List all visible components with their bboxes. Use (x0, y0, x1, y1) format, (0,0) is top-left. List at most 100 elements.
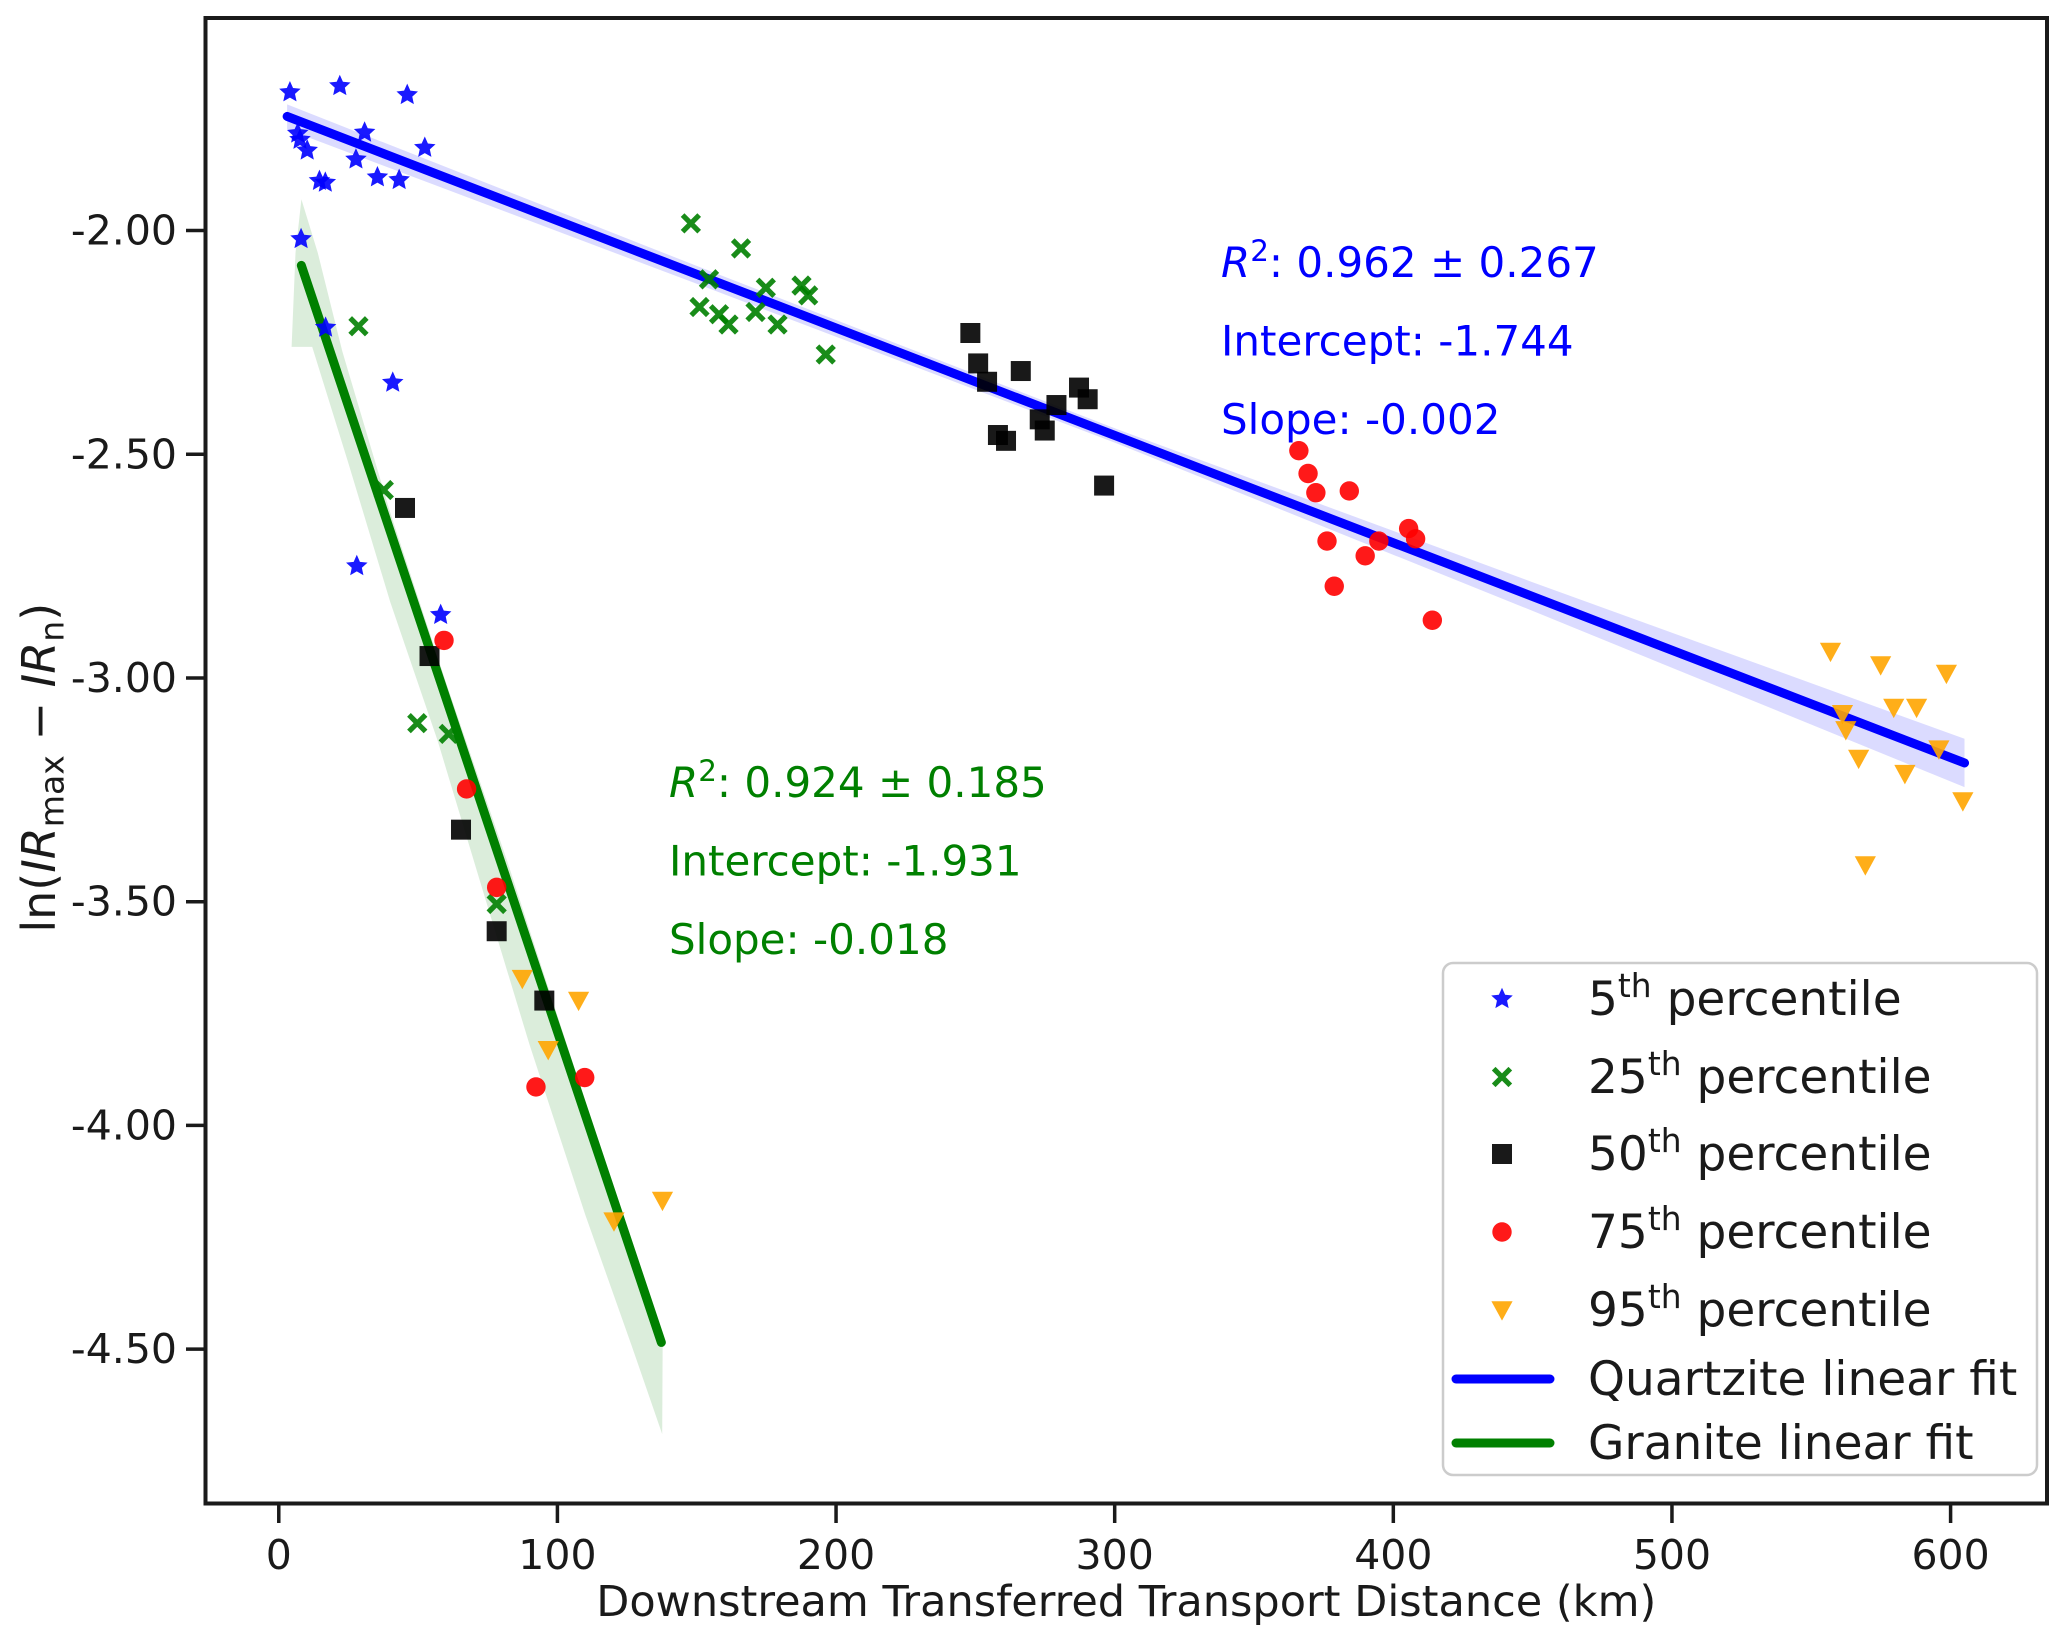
point-circle (575, 1067, 595, 1088)
legend-label: Granite linear fit (1588, 1416, 1974, 1471)
point-triangle-down (603, 1212, 625, 1232)
legend-label-part: th (1648, 1044, 1682, 1083)
legend-label-part: th (1648, 1199, 1682, 1238)
point-triangle-down (1848, 749, 1870, 770)
legend-label: Quartzite linear fit (1588, 1352, 2017, 1407)
fit-lines (282, 111, 1970, 1347)
y-tick-label: -2.00 (71, 207, 177, 255)
point-triangle-down (1870, 656, 1892, 676)
point-square (534, 990, 555, 1011)
point-triangle-down (511, 969, 533, 990)
legend-label-part: percentile (1682, 1205, 1932, 1260)
legend-label-part: 25 (1588, 1050, 1648, 1105)
point-square (486, 921, 507, 942)
point-circle (456, 779, 477, 799)
series-50th-percentile (395, 322, 1115, 1011)
y-axis-label-part: − (12, 687, 66, 755)
point-x (689, 296, 710, 318)
annotation-quartzite-stats-line1-part: R (1221, 238, 1250, 287)
y-tick-label: -3.50 (71, 878, 177, 926)
point-circle (1298, 463, 1318, 484)
point-circle (486, 877, 507, 898)
point-star (290, 227, 312, 249)
scatter-points (279, 74, 1974, 1232)
point-star (329, 74, 351, 96)
legend-label: 50th percentile (1588, 1121, 1932, 1182)
point-star (366, 165, 389, 187)
point-circle (434, 630, 454, 651)
point-square (1077, 389, 1098, 410)
y-tick-label: -2.50 (71, 430, 177, 478)
y-axis-label-part: IR (12, 827, 66, 873)
legend-box (1441, 961, 2039, 1477)
point-x (698, 269, 720, 290)
point-star (296, 139, 318, 160)
y-tick-label: -4.00 (71, 1101, 177, 1149)
point-star (345, 148, 367, 169)
annotation-quartzite-stats-line1-part: : 0.962 ± 0.267 (1269, 238, 1599, 287)
point-circle (1317, 531, 1337, 551)
legend-label-part: percentile (1652, 972, 1902, 1027)
axis-labels: Downstream Transferred Transport Distanc… (12, 603, 1656, 1627)
x-tick-label: 600 (1911, 1531, 1989, 1579)
legend-marker-triangle-down (1491, 1301, 1513, 1321)
legend-marker-square (1492, 1144, 1512, 1164)
point-triangle-down (1854, 856, 1876, 876)
annotation-granite-stats-line1: R2: 0.924 ± 0.185 (669, 754, 1047, 807)
point-circle (526, 1077, 546, 1097)
point-square (395, 497, 416, 518)
point-square (1046, 395, 1067, 416)
y-tick-label: -4.50 (71, 1325, 177, 1373)
y-axis-label-part: n (32, 621, 71, 642)
legend-marker-star (1491, 987, 1513, 1009)
point-square (419, 646, 440, 667)
y-axis-label: ln(IRmax − IRn) (12, 603, 71, 933)
confidence-band-granite (291, 199, 663, 1435)
y-axis-label-part: max (32, 755, 71, 827)
legend-label: 75th percentile (1588, 1199, 1932, 1260)
point-triangle-down (537, 1040, 559, 1061)
x-tick-label: 100 (518, 1531, 596, 1579)
y-axis-label-part: ) (12, 603, 66, 621)
fit-line-quartzite (282, 111, 1970, 768)
point-circle (1339, 481, 1359, 501)
legend-label-part: 75 (1588, 1205, 1648, 1260)
point-circle (1405, 529, 1426, 549)
legend-label: 5th percentile (1588, 966, 1902, 1027)
legend-label-part: 5 (1588, 972, 1618, 1027)
point-square (996, 430, 1017, 451)
plot-frame (203, 16, 2049, 1506)
point-triangle-down (1952, 792, 1974, 812)
legend-label-part: Quartzite linear fit (1588, 1352, 2017, 1407)
legend-label-part: Granite linear fit (1588, 1416, 1974, 1471)
point-square (1010, 361, 1031, 382)
point-star (353, 121, 376, 142)
axis-ticks: 0 100 200 300 400 500 600 -2.00 -2.50 -3.00 -3.50 -… (71, 207, 1990, 1579)
point-square (1034, 420, 1055, 441)
x-tick-label: 400 (1354, 1531, 1432, 1579)
point-triangle-down (1894, 764, 1916, 785)
point-triangle-down (1928, 740, 1950, 760)
point-star (382, 371, 404, 392)
point-star (396, 83, 418, 105)
x-tick-label: 0 (266, 1531, 292, 1579)
point-circle (1369, 531, 1389, 551)
point-triangle-down (1905, 698, 1928, 719)
point-star (314, 171, 337, 192)
point-x (755, 277, 776, 298)
legend-label: 95th percentile (1588, 1277, 1932, 1338)
point-triangle-down (567, 991, 590, 1012)
series-25th-percentile (348, 213, 836, 915)
annotation-granite-stats-line1-part: R (669, 758, 698, 807)
x-tick-label: 500 (1633, 1531, 1711, 1579)
annotation-quartzite-stats-line1: R2: 0.962 ± 0.267 (1221, 234, 1599, 287)
annotation-granite-stats-line1-part: : 0.924 ± 0.185 (717, 758, 1047, 807)
x-tick-label: 200 (797, 1531, 875, 1579)
point-x (407, 713, 428, 734)
y-tick-label: -3.00 (71, 654, 177, 702)
point-circle (1289, 440, 1309, 461)
point-triangle-down (1831, 704, 1854, 725)
